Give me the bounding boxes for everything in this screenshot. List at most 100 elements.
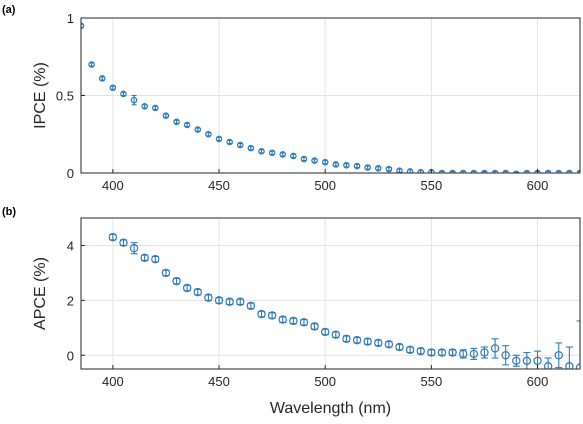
data-point bbox=[555, 169, 563, 173]
data-point bbox=[246, 301, 256, 311]
data-point bbox=[290, 152, 297, 160]
panel-a-label: (a) bbox=[2, 4, 16, 16]
data-point bbox=[438, 169, 446, 173]
data-point bbox=[481, 169, 488, 173]
data-point bbox=[320, 327, 330, 337]
data-point bbox=[459, 169, 467, 173]
data-point bbox=[396, 167, 403, 173]
panel-b-xtick-label: 400 bbox=[102, 374, 124, 389]
panel-a-x-ticks: 400 450 500 550 600 bbox=[102, 169, 548, 193]
data-point bbox=[343, 161, 350, 169]
data-point bbox=[267, 311, 277, 320]
data-point bbox=[182, 283, 192, 293]
panel-a-ytick-label: 0.5 bbox=[56, 89, 74, 104]
panel-b-xtick-label: 500 bbox=[314, 374, 336, 389]
panel-a-ytick-label: 0 bbox=[67, 166, 74, 181]
data-point bbox=[405, 345, 415, 354]
data-point bbox=[236, 297, 245, 306]
data-point bbox=[215, 135, 223, 143]
data-point bbox=[300, 155, 308, 163]
data-point bbox=[120, 90, 127, 98]
data-point bbox=[522, 356, 532, 365]
data-point bbox=[129, 243, 139, 253]
data-point bbox=[533, 356, 542, 365]
data-point bbox=[173, 118, 180, 126]
data-point bbox=[544, 169, 552, 173]
data-point bbox=[152, 104, 159, 112]
panel-b: (b) 400 450 500 550 600 0 2 4 APCE (%) Wavelen… bbox=[2, 206, 581, 417]
data-point bbox=[108, 233, 118, 242]
data-point bbox=[395, 342, 404, 352]
data-point bbox=[513, 170, 520, 173]
data-point bbox=[332, 161, 340, 168]
data-point bbox=[417, 168, 425, 173]
data-point bbox=[512, 356, 521, 365]
panel-b-y-ticks: 0 2 4 bbox=[67, 238, 85, 363]
data-point bbox=[352, 335, 362, 345]
data-point bbox=[480, 348, 489, 357]
panel-b-xtick-label: 450 bbox=[208, 374, 230, 389]
data-point bbox=[502, 169, 509, 173]
data-point bbox=[310, 322, 319, 331]
data-point bbox=[119, 238, 128, 247]
panel-a-grid bbox=[81, 17, 580, 174]
data-point bbox=[321, 158, 329, 166]
data-point bbox=[289, 316, 298, 326]
data-point bbox=[490, 344, 500, 353]
panel-a-xtick-label: 500 bbox=[314, 178, 336, 193]
data-point bbox=[257, 309, 266, 319]
data-point bbox=[279, 151, 287, 158]
panel-b-ytick-label: 0 bbox=[67, 348, 74, 363]
data-point bbox=[194, 126, 202, 133]
panel-b-marks bbox=[108, 233, 580, 369]
panel-b-xtick-label: 600 bbox=[527, 374, 549, 389]
data-point bbox=[225, 297, 234, 306]
data-point bbox=[566, 169, 573, 173]
data-point bbox=[109, 84, 117, 92]
data-point bbox=[364, 164, 371, 171]
data-point bbox=[501, 351, 510, 360]
panel-a-xtick-label: 550 bbox=[421, 178, 443, 193]
panel-b-x-ticks: 400 450 500 550 600 bbox=[102, 365, 548, 389]
data-point bbox=[469, 349, 479, 359]
panel-b-ytick-label: 2 bbox=[67, 293, 74, 308]
data-point bbox=[88, 61, 95, 68]
data-point bbox=[205, 130, 212, 138]
data-point bbox=[130, 96, 138, 104]
data-point bbox=[193, 287, 202, 297]
panel-a-marks bbox=[81, 22, 580, 173]
data-point bbox=[140, 253, 149, 263]
data-point bbox=[299, 318, 309, 327]
data-point bbox=[236, 141, 244, 149]
panel-b-xlabel: Wavelength (nm) bbox=[270, 400, 391, 417]
data-point bbox=[98, 75, 106, 82]
data-point bbox=[247, 144, 255, 152]
data-point bbox=[141, 103, 149, 110]
data-point bbox=[161, 268, 171, 278]
data-point bbox=[384, 340, 394, 349]
data-point bbox=[575, 363, 580, 369]
data-point bbox=[162, 112, 170, 119]
data-point bbox=[437, 348, 447, 357]
data-point bbox=[226, 138, 233, 146]
panel-a-xtick-label: 600 bbox=[527, 178, 549, 193]
data-point bbox=[374, 165, 382, 172]
data-point bbox=[268, 149, 276, 157]
panel-a-xtick-label: 450 bbox=[208, 178, 230, 193]
data-point bbox=[565, 362, 574, 369]
data-point bbox=[214, 296, 224, 305]
data-point bbox=[353, 162, 361, 170]
panel-a-ytick-label: 1 bbox=[67, 11, 74, 26]
data-point bbox=[470, 169, 478, 173]
data-point bbox=[406, 168, 414, 173]
data-point bbox=[342, 334, 351, 343]
data-point bbox=[543, 362, 553, 369]
data-point bbox=[204, 293, 213, 302]
panel-a-y-ticks: 00.51 bbox=[56, 11, 85, 181]
panel-b-xtick-label: 550 bbox=[421, 374, 443, 389]
data-point bbox=[172, 276, 181, 286]
data-point bbox=[278, 315, 287, 324]
data-point bbox=[449, 169, 456, 173]
data-point bbox=[374, 338, 383, 348]
